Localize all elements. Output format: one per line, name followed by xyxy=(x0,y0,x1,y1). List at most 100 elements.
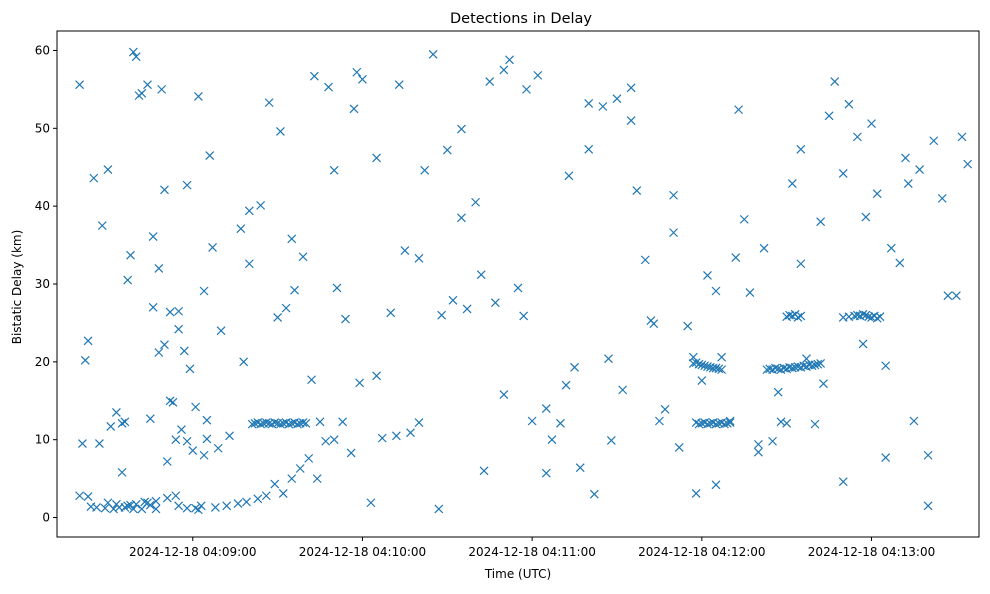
data-point-marker xyxy=(270,479,280,489)
data-point-marker xyxy=(606,436,616,445)
data-point-marker xyxy=(131,499,141,509)
data-point-marker xyxy=(428,49,438,59)
data-point-marker xyxy=(100,503,110,513)
data-point-marker xyxy=(703,362,712,371)
data-point-marker xyxy=(703,419,712,429)
data-point-marker xyxy=(210,502,220,512)
data-point-marker xyxy=(109,504,118,514)
data-point-marker xyxy=(75,491,85,501)
data-point-marker xyxy=(561,380,571,390)
data-point-marker xyxy=(162,457,172,466)
data-point-marker xyxy=(584,144,594,154)
data-point-marker xyxy=(448,295,458,305)
data-point-marker xyxy=(111,408,121,417)
data-point-marker xyxy=(457,124,466,134)
data-point-marker xyxy=(471,197,481,207)
data-point-marker xyxy=(276,126,285,136)
data-point-marker xyxy=(355,378,365,388)
data-point-marker xyxy=(126,250,135,260)
data-point-marker xyxy=(861,310,871,320)
data-point-marker xyxy=(239,357,249,367)
data-point-marker xyxy=(683,321,693,331)
data-point-marker xyxy=(120,417,130,427)
data-point-marker xyxy=(626,83,636,93)
data-point-marker xyxy=(720,419,729,429)
data-point-marker xyxy=(555,418,565,428)
data-point-marker xyxy=(640,255,650,265)
data-point-marker xyxy=(199,450,209,460)
data-point-marker xyxy=(570,362,579,372)
data-point-marker xyxy=(89,173,99,183)
data-point-marker xyxy=(191,503,201,513)
data-point-marker xyxy=(782,418,792,428)
data-point-marker xyxy=(290,285,299,295)
data-point-marker xyxy=(479,466,489,476)
data-point-marker xyxy=(182,503,192,513)
data-point-marker xyxy=(103,165,113,174)
data-point-marker xyxy=(691,488,701,498)
data-point-marker xyxy=(844,99,854,109)
data-point-marker xyxy=(162,493,172,503)
data-point-marker xyxy=(278,488,288,498)
data-point-marker xyxy=(78,439,87,449)
y-tick-label: 0 xyxy=(42,511,50,525)
data-point-marker xyxy=(117,418,127,428)
data-point-marker xyxy=(541,404,551,413)
data-point-marker xyxy=(346,448,356,458)
data-point-marker xyxy=(244,206,254,216)
data-point-marker xyxy=(725,418,735,427)
data-point-marker xyxy=(886,243,896,253)
data-point-marker xyxy=(787,363,797,373)
data-point-marker xyxy=(391,431,401,441)
data-point-marker xyxy=(188,446,198,456)
data-point-marker xyxy=(352,67,362,77)
data-point-marker xyxy=(154,348,164,357)
data-point-marker xyxy=(923,450,933,460)
data-point-marker xyxy=(92,502,102,512)
data-point-marker xyxy=(694,419,704,429)
data-point-marker xyxy=(151,496,161,506)
data-point-marker xyxy=(753,447,763,457)
data-point-marker xyxy=(513,283,523,293)
data-point-marker xyxy=(547,435,557,445)
data-point-marker xyxy=(796,259,806,269)
data-point-marker xyxy=(386,308,396,318)
data-point-marker xyxy=(225,431,234,441)
data-point-marker xyxy=(154,264,164,273)
data-point-marker xyxy=(697,360,707,370)
data-point-marker xyxy=(816,358,826,368)
data-point-marker xyxy=(717,352,727,362)
data-point-marker xyxy=(165,307,175,317)
data-point-marker xyxy=(253,494,263,504)
data-point-marker xyxy=(838,169,848,178)
data-point-marker xyxy=(256,419,266,429)
data-point-marker xyxy=(179,346,189,356)
data-point-marker xyxy=(264,98,274,108)
data-point-marker xyxy=(838,477,848,487)
data-point-marker xyxy=(527,416,537,426)
data-point-marker xyxy=(711,286,721,296)
data-point-marker xyxy=(137,88,147,98)
data-point-marker xyxy=(434,504,444,514)
data-point-marker xyxy=(943,291,953,301)
data-point-marker xyxy=(420,165,430,175)
data-point-marker xyxy=(867,119,876,129)
data-point-marker xyxy=(307,375,316,385)
data-point-marker xyxy=(923,501,933,511)
plot-area-frame xyxy=(56,30,980,538)
data-point-marker xyxy=(315,417,325,427)
data-point-marker xyxy=(196,501,206,511)
data-point-marker xyxy=(519,311,529,321)
data-point-marker xyxy=(312,474,322,484)
data-point-marker xyxy=(182,180,192,190)
data-point-marker xyxy=(787,179,797,189)
data-point-marker xyxy=(80,355,90,365)
data-point-marker xyxy=(485,77,495,87)
data-point-marker xyxy=(276,419,285,429)
data-point-marker xyxy=(301,418,311,428)
data-point-marker xyxy=(722,418,732,428)
data-point-marker xyxy=(171,435,181,445)
data-point-marker xyxy=(414,418,424,427)
data-point-marker xyxy=(773,387,783,397)
